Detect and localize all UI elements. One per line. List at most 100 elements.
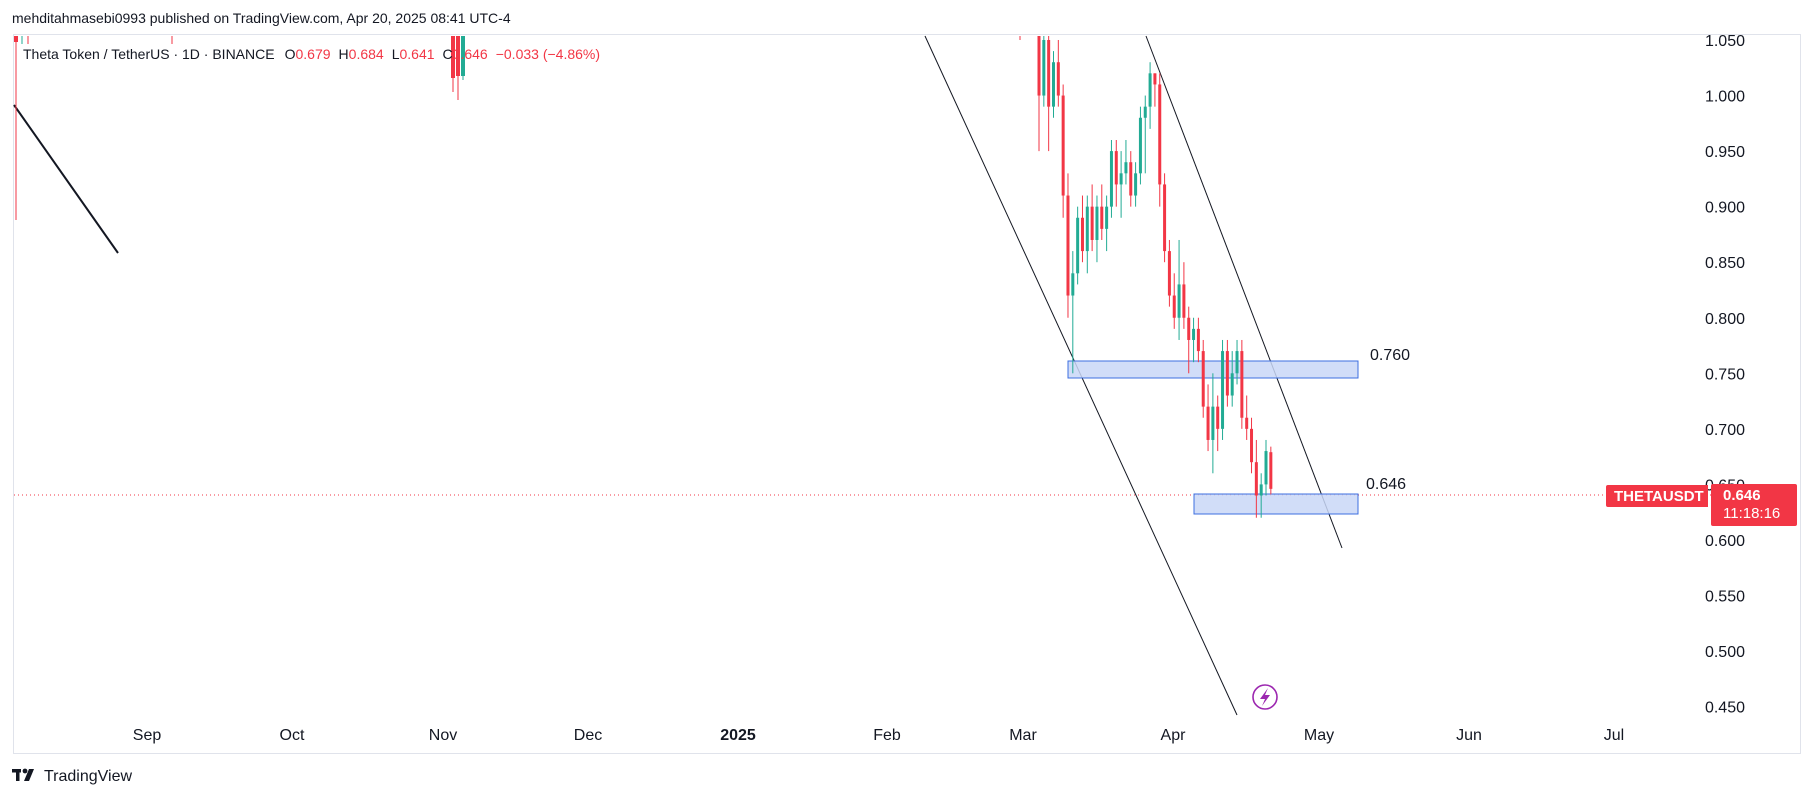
candle-down xyxy=(1080,217,1084,252)
candle-down xyxy=(1216,406,1220,429)
last-price-value: 0.646 xyxy=(1723,487,1761,504)
candle-up xyxy=(1124,162,1128,174)
candle-down xyxy=(1066,195,1070,296)
high-label: H xyxy=(338,46,349,62)
low-value: 0.641 xyxy=(399,46,435,62)
ticker-label: THETAUSDT xyxy=(1614,487,1704,505)
candle-up xyxy=(1259,484,1263,496)
candle-up xyxy=(1071,273,1075,296)
candle-up xyxy=(1042,40,1046,96)
candle-down xyxy=(1225,351,1229,396)
x-tick-label: May xyxy=(1304,727,1334,744)
candle-down xyxy=(1206,406,1210,440)
candle-down xyxy=(1114,151,1118,185)
lightning-icon[interactable] xyxy=(1252,684,1278,710)
x-tick-label: 2025 xyxy=(720,727,756,744)
change-value: −0.033 (−4.86%) xyxy=(495,46,601,62)
zone-646[interactable]: 0.646 xyxy=(1193,476,1406,515)
candle-down xyxy=(1163,184,1167,252)
zone-label-760: 0.760 xyxy=(1370,347,1410,364)
last-price-tag: 0.646 11:18:16 xyxy=(1711,484,1797,526)
chart-frame xyxy=(13,34,1801,754)
y-tick-label: 0.800 xyxy=(1705,311,1745,328)
candles-group xyxy=(1037,36,1273,518)
candle-up xyxy=(1109,151,1113,207)
candle-down xyxy=(1056,62,1060,96)
candle-down xyxy=(1201,351,1205,407)
candle-up xyxy=(1148,73,1152,107)
ticker-tag: THETAUSDT xyxy=(1606,485,1708,507)
candle-down xyxy=(1250,428,1254,463)
y-tick-label: 1.000 xyxy=(1705,89,1745,106)
price-axis[interactable]: 1.050 1.000 0.950 0.900 0.850 0.800 0.750 0.700… xyxy=(1705,33,1745,717)
brand-name: TradingView xyxy=(44,768,133,785)
candle-up xyxy=(1138,117,1142,174)
symbol-name[interactable]: Theta Token / TetherUS · 1D · BINANCE xyxy=(23,46,275,62)
candle-up xyxy=(1076,217,1080,274)
candle-up xyxy=(1051,62,1055,107)
candle-up xyxy=(1235,351,1239,374)
footer-brand[interactable]: TradingView xyxy=(12,768,132,786)
x-tick-label: Jul xyxy=(1604,727,1624,744)
candle-up xyxy=(1134,173,1138,196)
x-tick-label: Apr xyxy=(1161,727,1187,744)
x-tick-label: Dec xyxy=(574,727,602,744)
close-label: C xyxy=(442,46,453,62)
support-zone[interactable] xyxy=(1193,493,1359,515)
publish-info: mehditahmasebi0993 published on TradingV… xyxy=(12,10,511,26)
candle-down xyxy=(1187,317,1191,340)
x-tick-label: Feb xyxy=(873,727,901,744)
candle-down xyxy=(1158,84,1162,185)
x-tick-label: Jun xyxy=(1456,727,1482,744)
candle-down xyxy=(1240,351,1244,418)
candle-up xyxy=(1211,406,1215,440)
candle-up xyxy=(1192,328,1196,340)
y-tick-label: 0.700 xyxy=(1705,422,1745,439)
y-tick-label: 0.550 xyxy=(1705,589,1745,606)
candle-up xyxy=(1177,284,1181,318)
candle-up xyxy=(1105,206,1109,229)
zone-760[interactable]: 0.760 xyxy=(1067,347,1410,379)
open-label: O xyxy=(284,46,296,62)
candle-down xyxy=(1100,206,1104,229)
candle-down xyxy=(1090,206,1094,240)
high-value: 0.684 xyxy=(348,46,384,62)
candle-down xyxy=(1037,36,1041,96)
candle-down xyxy=(1172,295,1176,318)
candle-down xyxy=(1061,95,1065,196)
candle-down xyxy=(1182,284,1186,318)
candle-down xyxy=(1167,251,1171,296)
low-label: L xyxy=(391,46,400,62)
trend-line-left[interactable] xyxy=(13,104,119,254)
candle-down xyxy=(1129,162,1133,196)
y-tick-label: 0.900 xyxy=(1705,200,1745,217)
candle-up xyxy=(1095,206,1099,240)
offscreen-candles xyxy=(14,36,1021,220)
close-value: 0.646 xyxy=(452,46,488,62)
candle-down xyxy=(1245,417,1249,429)
y-tick-label: 0.750 xyxy=(1705,366,1745,383)
y-tick-label: 0.600 xyxy=(1705,533,1745,550)
candle-up xyxy=(1085,206,1089,252)
channel-upper-line[interactable] xyxy=(1145,35,1343,549)
y-tick-label: 0.950 xyxy=(1705,144,1745,161)
x-tick-label: Oct xyxy=(280,727,305,744)
candle-up xyxy=(1143,106,1147,118)
symbol-legend: Theta Token / TetherUS · 1D · BINANCE O … xyxy=(23,46,608,62)
open-value: 0.679 xyxy=(295,46,331,62)
candle-up xyxy=(1264,451,1268,485)
candle-down xyxy=(1269,452,1273,489)
x-tick-label: Nov xyxy=(429,727,457,744)
y-tick-label: 0.450 xyxy=(1705,700,1745,717)
candle-up xyxy=(1230,373,1234,396)
y-tick-label: 0.850 xyxy=(1705,255,1745,272)
tradingview-logo-icon xyxy=(12,768,38,786)
y-tick-label: 1.050 xyxy=(1705,33,1745,50)
bar-countdown: 11:18:16 xyxy=(1723,505,1781,522)
zone-label-646: 0.646 xyxy=(1366,476,1406,493)
time-axis[interactable]: Sep Oct Nov Dec 2025 Feb Mar Apr May Jun Jul xyxy=(133,727,1624,744)
x-tick-label: Mar xyxy=(1009,727,1037,744)
candle-down xyxy=(1153,73,1157,85)
candle-down xyxy=(1196,328,1200,352)
